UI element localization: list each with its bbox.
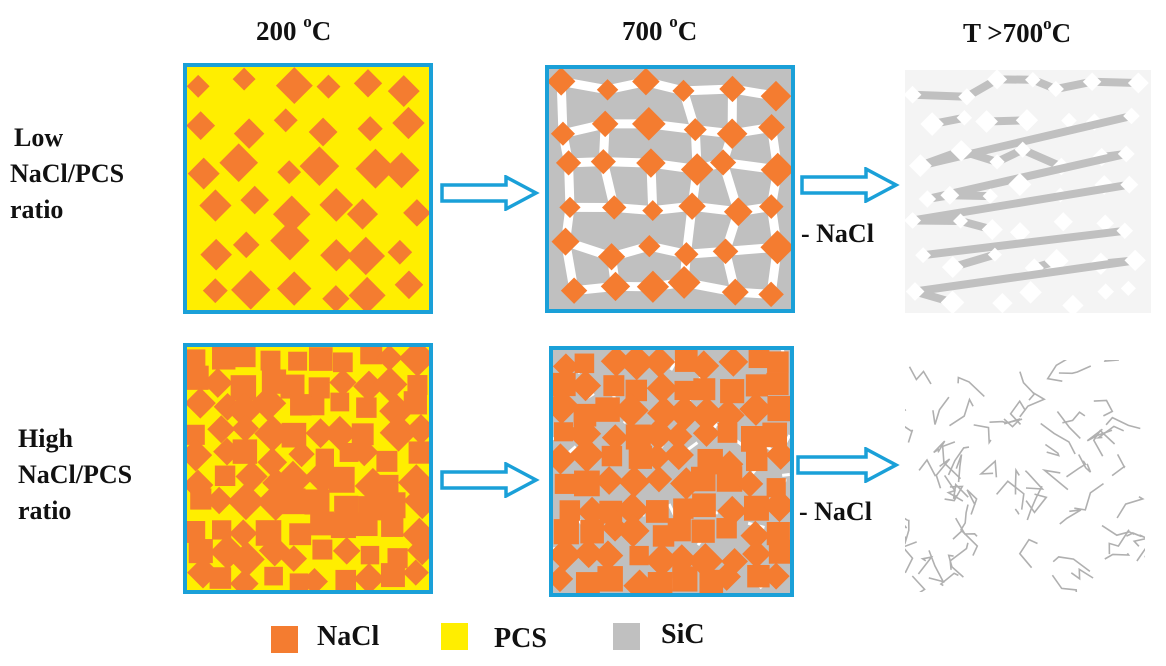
right-arrow-icon — [796, 447, 900, 483]
right-arrow-icon — [800, 167, 900, 203]
panel-low-porous-sic — [905, 70, 1151, 313]
legend-label-nacl: NaCl — [317, 621, 380, 652]
right-arrow-icon — [440, 175, 540, 211]
panel-low-200c — [183, 63, 433, 314]
column-header-above-700c: T >700oC — [963, 14, 1072, 48]
column-header-700c: 700 oC — [622, 12, 698, 46]
legend-swatch-nacl — [271, 626, 298, 653]
row-label-low-ratio: Low NaCl/PCS ratio — [10, 123, 125, 224]
panel-low-700c — [545, 65, 795, 313]
row-label-high-ratio: High NaCl/PCS ratio — [18, 424, 133, 525]
panel-high-700c — [549, 346, 794, 597]
remove-nacl-label: - NaCl — [799, 497, 872, 526]
right-arrow-icon — [440, 462, 540, 498]
legend-label-pcs: PCS — [494, 623, 547, 654]
legend-swatch-sic — [613, 623, 640, 650]
column-header-200c: 200 oC — [256, 12, 332, 46]
panel-high-porous-sic — [905, 360, 1145, 592]
remove-nacl-label: - NaCl — [801, 219, 874, 248]
panel-high-200c — [183, 343, 433, 594]
legend-label-sic: SiC — [661, 619, 705, 650]
legend-swatch-pcs — [441, 623, 468, 650]
